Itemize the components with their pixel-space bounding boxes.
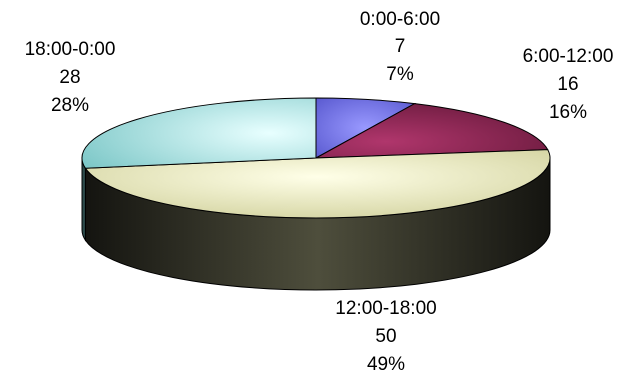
slice-label-name-2: 12:00-18:00 <box>335 298 436 319</box>
slice-label-value-0: 7 <box>395 36 406 57</box>
label-group-3: 18:00-0:00 28 28% <box>25 39 116 116</box>
slice-label-value-2: 50 <box>375 326 396 347</box>
slice-label-name-3: 18:00-0:00 <box>25 39 116 60</box>
slice-label-name-1: 6:00-12:00 <box>523 46 614 67</box>
label-group-1: 6:00-12:00 16 16% <box>523 46 614 123</box>
label-group-2: 12:00-18:00 50 49% <box>335 298 436 375</box>
slice-label-percent-1: 16% <box>549 102 587 123</box>
slice-label-percent-0: 7% <box>386 64 414 85</box>
pie-slice-2 <box>84 149 551 219</box>
slice-label-value-1: 16 <box>557 74 578 95</box>
label-group-0: 0:00-6:00 7 7% <box>360 9 440 85</box>
pie-slice-1 <box>315 103 549 159</box>
slice-label-percent-2: 49% <box>367 354 405 375</box>
pie-slice-side-3 <box>81 157 86 242</box>
slice-label-name-0: 0:00-6:00 <box>360 9 440 30</box>
slice-label-value-3: 28 <box>59 67 80 88</box>
pie-slice-3 <box>81 97 317 169</box>
slice-label-percent-3: 28% <box>51 95 89 116</box>
